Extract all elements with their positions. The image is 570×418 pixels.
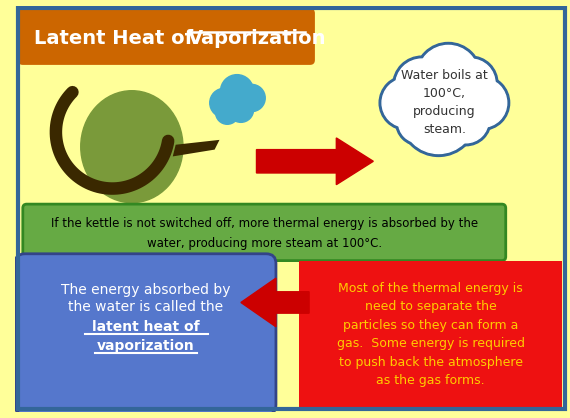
- Text: If the kettle is not switched off, more thermal energy is absorbed by the
water,: If the kettle is not switched off, more …: [51, 217, 478, 250]
- Circle shape: [396, 59, 448, 112]
- Polygon shape: [256, 138, 373, 185]
- Circle shape: [443, 56, 498, 111]
- Circle shape: [228, 97, 254, 122]
- Circle shape: [418, 46, 478, 106]
- Circle shape: [443, 98, 488, 143]
- FancyBboxPatch shape: [299, 260, 562, 409]
- Circle shape: [221, 75, 254, 108]
- Text: Latent Heat of: Latent Heat of: [35, 29, 201, 48]
- Circle shape: [402, 82, 475, 153]
- FancyBboxPatch shape: [23, 204, 506, 260]
- Circle shape: [446, 59, 495, 108]
- Circle shape: [415, 43, 482, 109]
- Circle shape: [379, 76, 434, 130]
- Polygon shape: [173, 140, 219, 156]
- Circle shape: [215, 101, 239, 124]
- Circle shape: [400, 79, 478, 156]
- Text: Vaporization: Vaporization: [188, 29, 327, 48]
- Text: latent heat of: latent heat of: [92, 320, 200, 334]
- FancyBboxPatch shape: [18, 8, 315, 65]
- FancyBboxPatch shape: [15, 254, 276, 414]
- Text: the water is called the: the water is called the: [68, 301, 223, 314]
- Polygon shape: [241, 278, 309, 327]
- FancyBboxPatch shape: [395, 93, 492, 122]
- Circle shape: [441, 95, 491, 146]
- Text: vaporization: vaporization: [96, 339, 194, 353]
- Circle shape: [396, 99, 442, 146]
- Circle shape: [458, 79, 507, 127]
- Circle shape: [210, 88, 239, 117]
- Circle shape: [238, 84, 265, 112]
- Circle shape: [455, 76, 510, 130]
- Ellipse shape: [81, 91, 183, 203]
- Text: Water boils at
100°C,
producing
steam.: Water boils at 100°C, producing steam.: [401, 69, 488, 136]
- Text: The energy absorbed by: The energy absorbed by: [61, 283, 230, 297]
- Circle shape: [382, 79, 431, 127]
- Circle shape: [398, 102, 439, 143]
- Circle shape: [393, 56, 451, 115]
- Text: Most of the thermal energy is
need to separate the
particles so they can form a
: Most of the thermal energy is need to se…: [337, 282, 525, 387]
